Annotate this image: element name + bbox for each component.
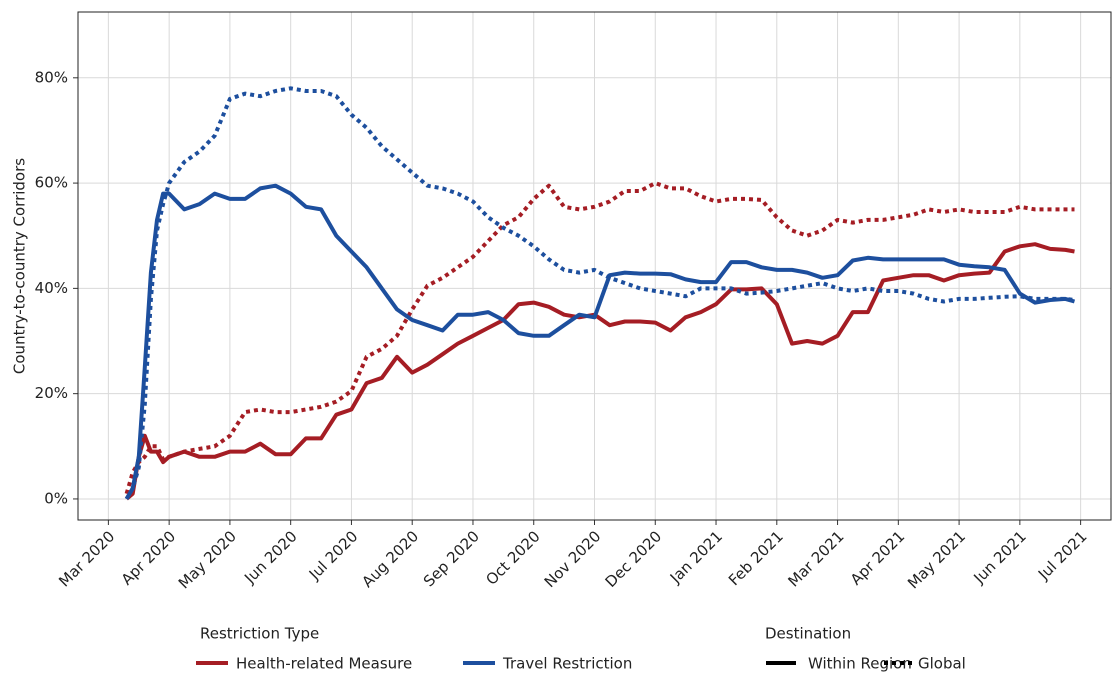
y-tick-label: 0%: [44, 489, 68, 507]
legend-title: Destination: [765, 625, 851, 643]
series-line: [124, 86, 1075, 500]
series-line: [125, 242, 1075, 501]
plot-frame: [77, 11, 1112, 521]
legend-title: Restriction Type: [200, 625, 319, 643]
series-line: [124, 183, 1076, 500]
y-tick-label: 40%: [35, 279, 68, 297]
legend-label: Travel Restriction: [502, 655, 632, 673]
y-tick-label: 80%: [35, 68, 68, 86]
legend-label: Global: [918, 655, 966, 673]
legend-label: Within Region: [808, 655, 912, 673]
y-tick-label: 20%: [35, 384, 68, 402]
y-tick-label: 60%: [35, 174, 68, 192]
y-axis-label: Country-to-country Corridors: [11, 158, 29, 374]
legend-label: Health-related Measure: [236, 655, 412, 673]
